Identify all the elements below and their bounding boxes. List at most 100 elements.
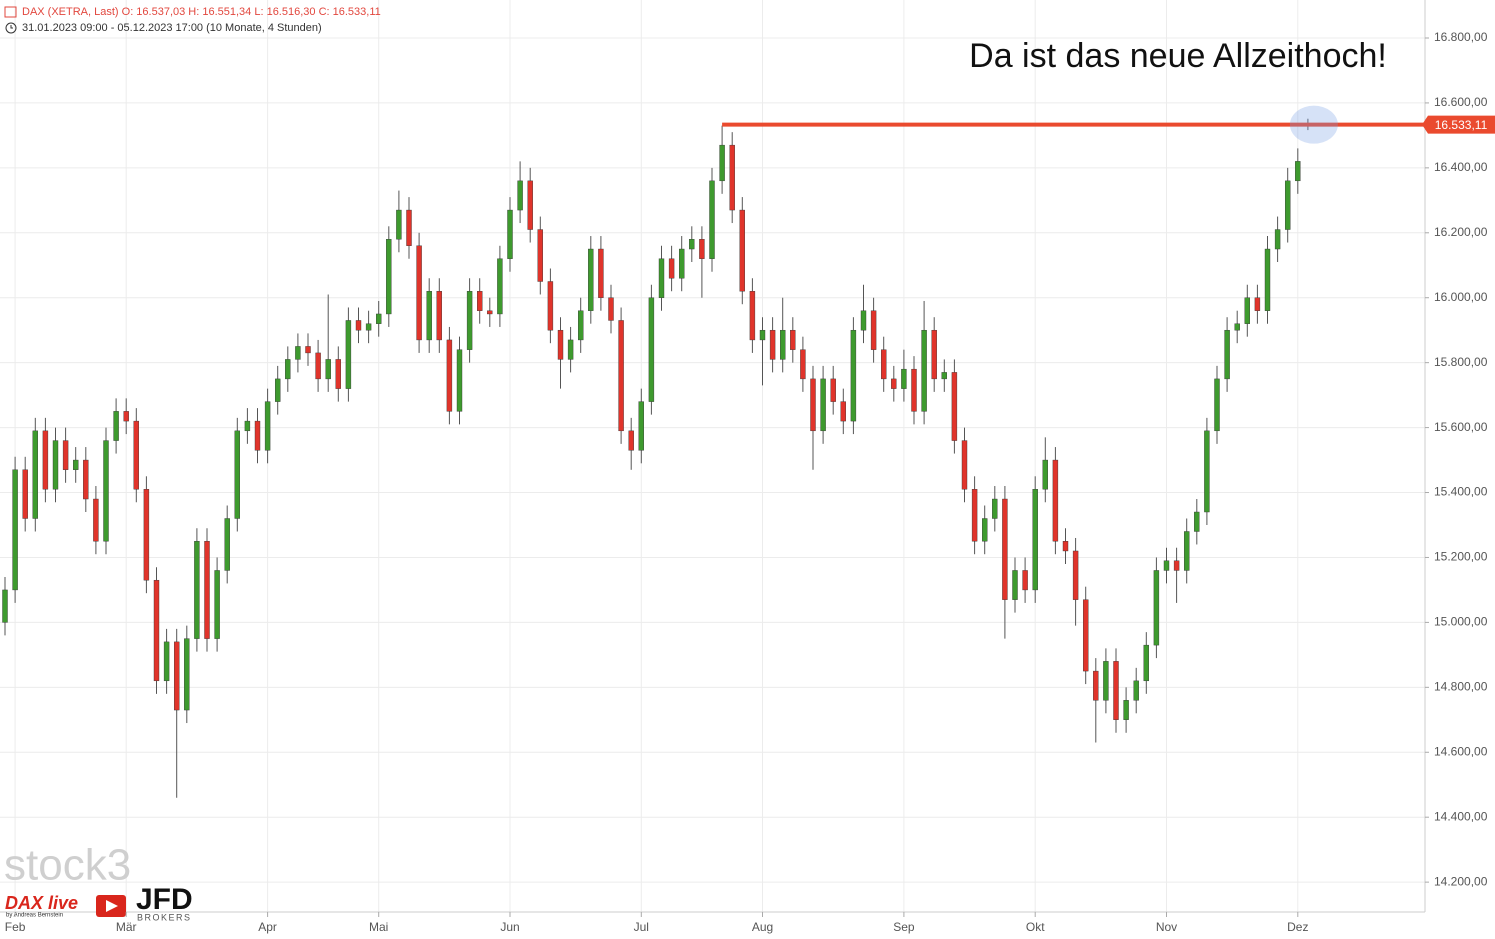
candle-body bbox=[941, 372, 947, 380]
candle-body bbox=[992, 498, 998, 519]
candle-body bbox=[679, 248, 685, 279]
candle-body bbox=[32, 430, 38, 519]
candle-body bbox=[850, 329, 857, 422]
candle-body bbox=[1264, 248, 1271, 311]
candle-body bbox=[113, 411, 119, 441]
candle-body bbox=[881, 349, 887, 380]
candle-body bbox=[133, 420, 140, 490]
logo-play bbox=[106, 900, 118, 912]
candle-body bbox=[1244, 297, 1251, 324]
candle-body bbox=[780, 329, 786, 360]
candle-body bbox=[921, 329, 927, 412]
clock-icon bbox=[5, 22, 17, 34]
candle-body bbox=[416, 245, 422, 341]
candle-body bbox=[1204, 430, 1210, 513]
candle-body bbox=[1032, 489, 1038, 591]
logo-brokers: BROKERS bbox=[137, 912, 192, 922]
candle-body bbox=[1173, 560, 1180, 571]
candle-body bbox=[961, 440, 968, 490]
candle-body bbox=[143, 489, 150, 581]
candle-body bbox=[1042, 459, 1049, 490]
candle-body bbox=[52, 440, 59, 490]
candle-body bbox=[1133, 680, 1139, 701]
x-tick-label: Aug bbox=[752, 920, 773, 934]
candle-body bbox=[224, 518, 230, 571]
candle-body bbox=[608, 297, 614, 321]
price-tag-label: 16.533,11 bbox=[1435, 118, 1488, 132]
y-tick-label: 16.000,00 bbox=[1434, 290, 1488, 304]
y-tick-label: 16.400,00 bbox=[1434, 160, 1488, 174]
x-tick-label: Nov bbox=[1156, 920, 1177, 934]
candle-body bbox=[72, 459, 79, 470]
candle-body bbox=[578, 310, 584, 341]
candle-body bbox=[588, 248, 594, 311]
candle-body bbox=[295, 346, 301, 360]
candle-body bbox=[1234, 323, 1240, 331]
x-tick-label: Apr bbox=[258, 920, 277, 934]
candle-body bbox=[598, 248, 604, 298]
candle-body bbox=[22, 469, 28, 519]
candle-body bbox=[234, 430, 241, 519]
logo-stock: stock3 bbox=[4, 841, 131, 890]
y-tick-label: 14.200,00 bbox=[1434, 874, 1488, 888]
candle-body bbox=[62, 440, 69, 470]
x-tick-label: Sep bbox=[893, 920, 915, 934]
x-tick-label: Jul bbox=[634, 920, 649, 934]
x-tick-label: Jun bbox=[500, 920, 519, 934]
y-tick-label: 14.400,00 bbox=[1434, 809, 1488, 823]
candle-body bbox=[1113, 661, 1119, 720]
candle-body bbox=[365, 323, 372, 331]
annotation: Da ist das neue Allzeithoch! bbox=[969, 37, 1387, 75]
candle-body bbox=[891, 378, 897, 389]
candle-body bbox=[1022, 570, 1028, 591]
y-tick-label: 15.000,00 bbox=[1434, 615, 1488, 629]
candle-body bbox=[315, 352, 321, 380]
candle-body bbox=[1163, 560, 1170, 571]
candle-body bbox=[497, 258, 503, 315]
candle-body bbox=[638, 401, 644, 451]
candle-body bbox=[537, 229, 543, 282]
candle-body bbox=[386, 239, 392, 315]
candle-body bbox=[153, 579, 160, 682]
candle-body bbox=[214, 570, 220, 639]
candle-body bbox=[911, 368, 917, 412]
candle-body bbox=[163, 641, 170, 682]
candle-body bbox=[870, 310, 877, 350]
candle-body bbox=[931, 329, 937, 380]
candle-body bbox=[1295, 161, 1301, 182]
candle-body bbox=[426, 291, 432, 341]
candle-body bbox=[285, 359, 291, 380]
logo-jfd: JFD bbox=[136, 883, 193, 916]
candle-body bbox=[1143, 644, 1150, 682]
candle-body bbox=[1214, 378, 1220, 432]
candle-body bbox=[355, 320, 362, 331]
candle-body bbox=[719, 144, 725, 182]
candle-body bbox=[83, 459, 89, 500]
candle-body bbox=[658, 258, 665, 298]
y-tick-label: 15.200,00 bbox=[1434, 550, 1488, 564]
candle-body bbox=[446, 339, 453, 412]
candle-body bbox=[244, 420, 251, 432]
candle-body bbox=[254, 420, 261, 451]
y-tick-label: 15.400,00 bbox=[1434, 485, 1488, 499]
x-tick-label: Mär bbox=[116, 920, 137, 934]
candle-body bbox=[860, 310, 867, 331]
candle-body bbox=[759, 329, 766, 341]
candle-body bbox=[830, 378, 836, 402]
candle-body bbox=[1254, 297, 1261, 311]
candle-body bbox=[557, 329, 564, 360]
y-tick-label: 14.600,00 bbox=[1434, 744, 1488, 758]
candle-body bbox=[1183, 531, 1190, 571]
candle-body bbox=[901, 368, 907, 389]
x-tick-label: Okt bbox=[1026, 920, 1045, 934]
candle-body bbox=[1123, 700, 1129, 720]
candle-body bbox=[840, 401, 846, 422]
candle-body bbox=[204, 541, 210, 639]
candle-body bbox=[335, 359, 341, 389]
grid bbox=[0, 0, 1425, 912]
candle-body bbox=[1093, 670, 1099, 701]
candle-body bbox=[820, 378, 826, 432]
candle-body bbox=[325, 359, 331, 380]
